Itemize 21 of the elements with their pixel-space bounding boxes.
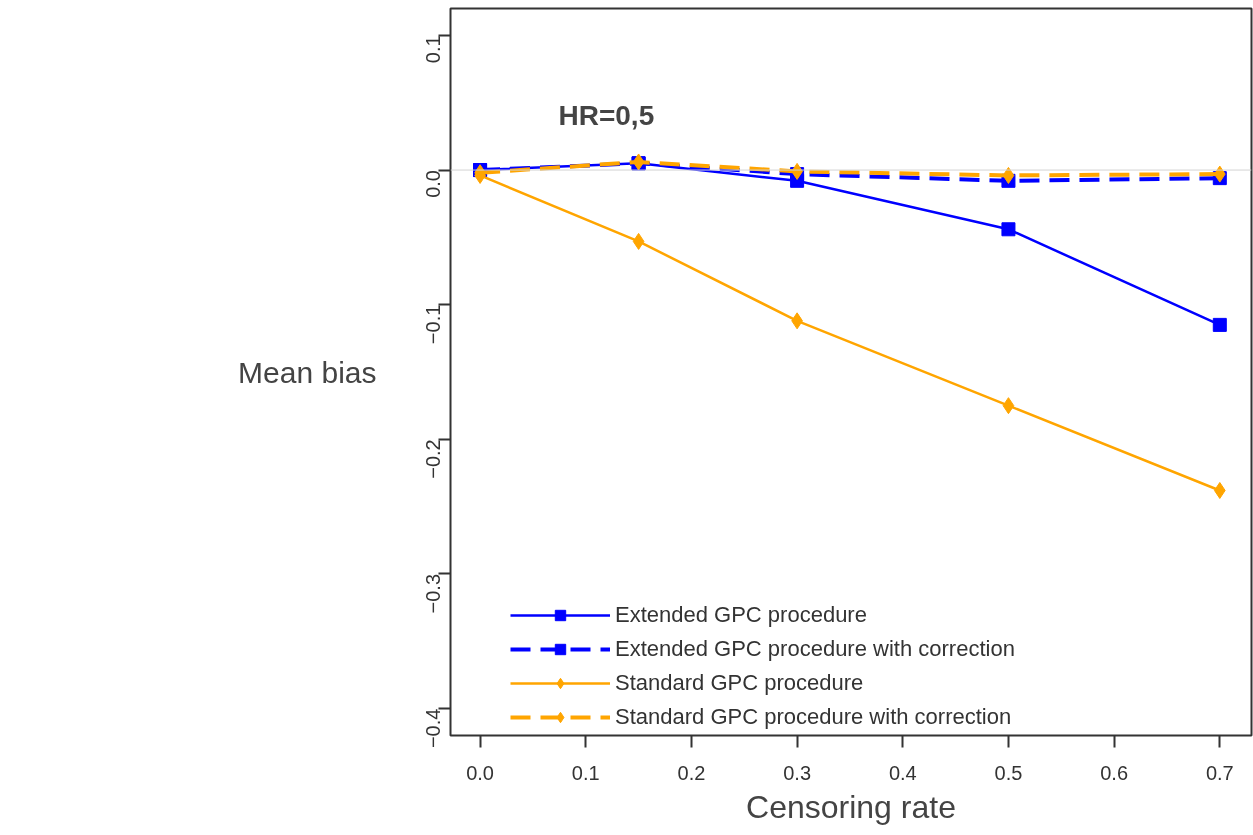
y-tick-label: 0.0 — [422, 170, 445, 198]
x-tick-label: 0.4 — [888, 761, 917, 784]
y-tick-label: −0.2 — [422, 439, 445, 479]
y-axis-title: Mean bias — [238, 355, 377, 389]
x-tick-label: 0.3 — [783, 761, 812, 784]
legend-label: Standard GPC procedure with correction — [615, 704, 1012, 730]
x-tick-label: 0.6 — [1100, 761, 1129, 784]
legend-label: Extended GPC procedure with correction — [615, 636, 1015, 662]
x-tick-label: 0.5 — [994, 761, 1023, 784]
y-tick-label: 0.1 — [422, 35, 445, 64]
legend-label: Extended GPC procedure — [615, 602, 867, 628]
x-tick-label: 0.2 — [677, 761, 706, 784]
annotation: HR=0,5 — [558, 100, 655, 131]
x-tick-label: 0.7 — [1205, 761, 1234, 784]
legend-label: Standard GPC procedure — [615, 670, 864, 696]
x-tick-label: 0.1 — [571, 761, 600, 784]
x-tick-label: 0.0 — [466, 761, 494, 784]
y-tick-label: −0.4 — [422, 708, 445, 749]
y-tick-label: −0.3 — [422, 573, 445, 614]
x-axis-title: Censoring rate — [746, 788, 956, 825]
y-tick-label: −0.1 — [422, 304, 445, 345]
